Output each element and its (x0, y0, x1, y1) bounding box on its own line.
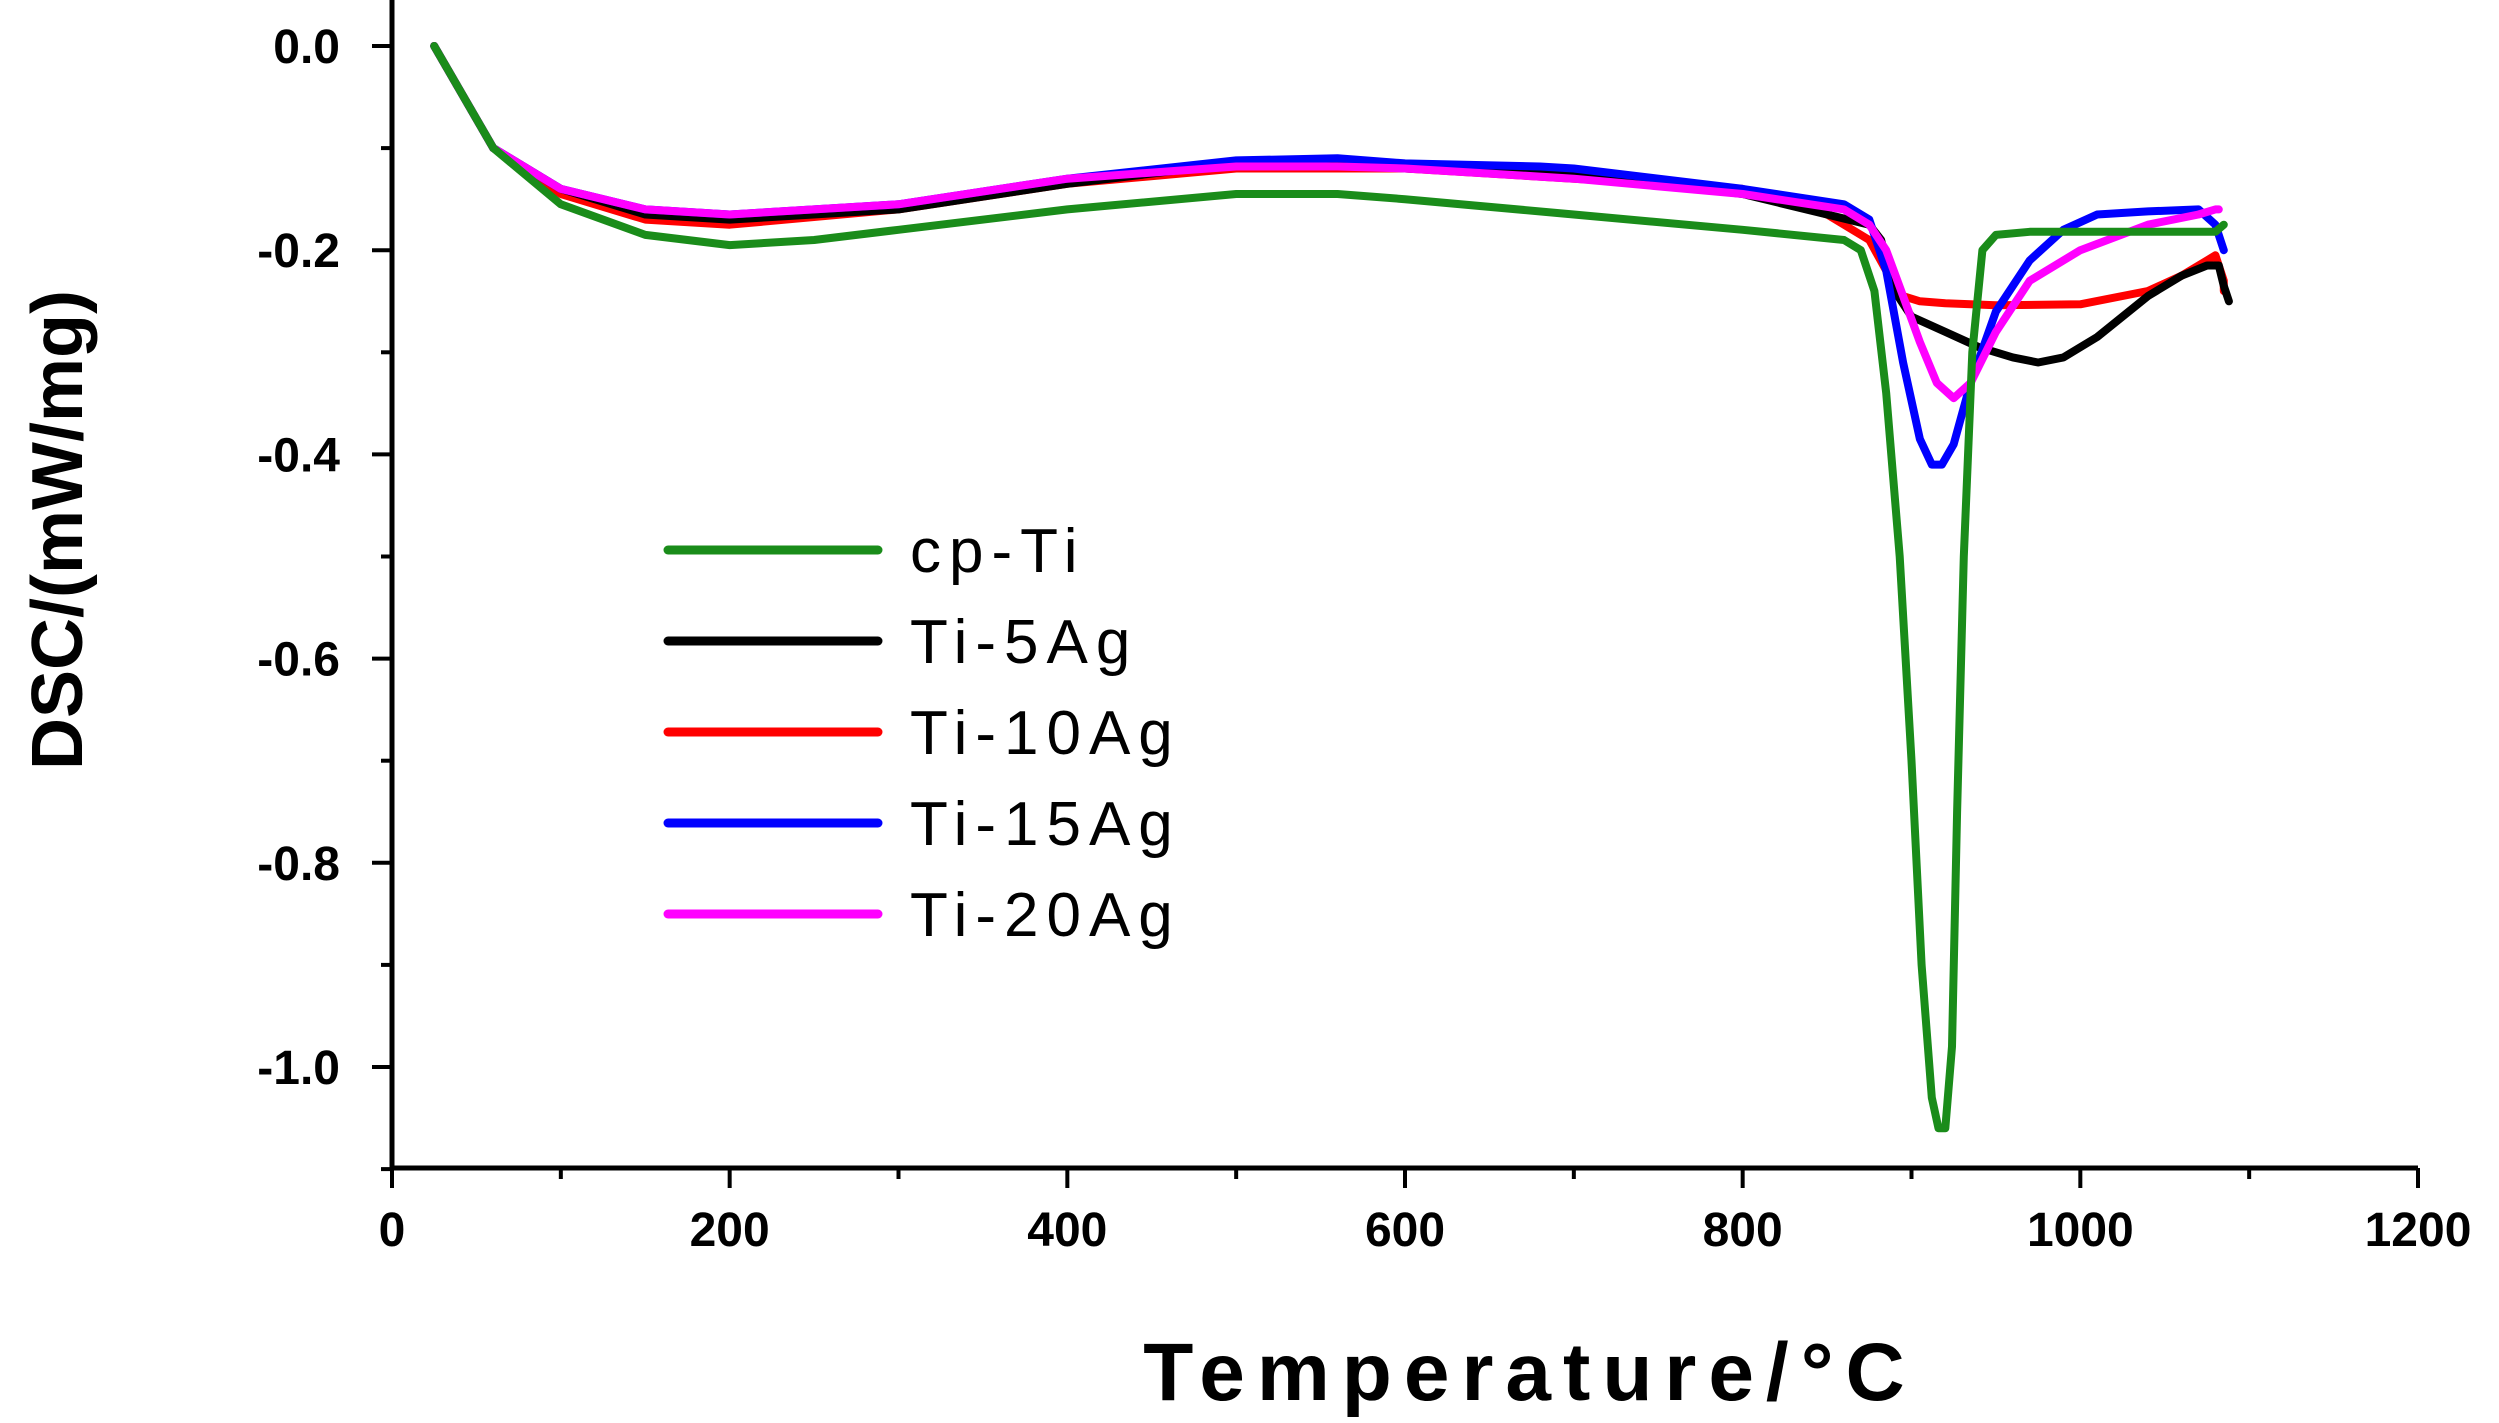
x-tick-label: 1000 (2027, 1204, 2134, 1257)
series-line-ti-20ag (430, 42, 2223, 403)
x-tick-label: 0 (379, 1204, 406, 1257)
plot-axes (389, 0, 2418, 1171)
series-line-cp-ti (430, 42, 2228, 1133)
legend-label-ti-20ag: Ti-20Ag (910, 881, 1181, 950)
legend-label-cp-ti: cp-Ti (910, 517, 1085, 586)
x-axis-ticks: 0 200 400 600 800 1000 1200 (379, 1168, 2472, 1257)
series-line-ti-5ag (430, 42, 2233, 367)
x-tick-label: 1200 (2365, 1204, 2472, 1257)
x-tick-label: 400 (1027, 1204, 1107, 1257)
series-line-ti-10ag (430, 42, 2228, 310)
y-tick-label: -1.0 (257, 1042, 340, 1095)
legend: cp-Ti Ti-5Ag Ti-10Ag Ti-15Ag Ti-20Ag (663, 517, 1181, 950)
legend-label-ti-5ag: Ti-5Ag (910, 608, 1138, 677)
y-tick-label: -0.6 (257, 634, 340, 687)
x-tick-label: 600 (1365, 1204, 1445, 1257)
series-lines (430, 42, 2233, 1133)
legend-label-ti-15ag: Ti-15Ag (910, 790, 1181, 859)
legend-label-ti-10ag: Ti-10Ag (910, 699, 1181, 768)
y-tick-label: -0.4 (257, 429, 340, 482)
y-tick-label: 0.0 (273, 21, 340, 74)
y-axis-ticks: 0.0 -0.2 -0.4 -0.6 -0.8 -1.0 (257, 21, 392, 1172)
y-tick-label: -0.8 (257, 838, 340, 891)
y-tick-label: -0.2 (257, 225, 340, 278)
y-axis-title: DSC/(mW/mg) (18, 290, 98, 770)
x-tick-label: 800 (1703, 1204, 1783, 1257)
x-tick-label: 200 (690, 1204, 770, 1257)
x-axis-title: Temperature/°C (1143, 1327, 1916, 1418)
